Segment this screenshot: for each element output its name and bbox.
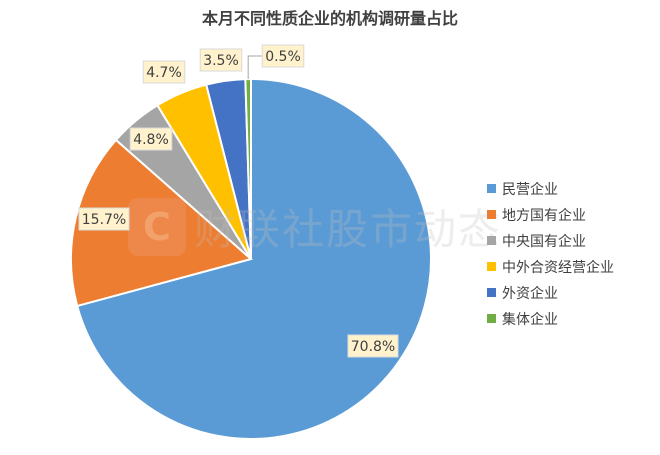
pie-slices	[70, 77, 432, 440]
data-label-text: 3.5%	[203, 53, 239, 69]
data-label-text: 4.7%	[146, 65, 182, 81]
legend-item: 地方国有企业	[487, 207, 586, 224]
pie-slice	[76, 77, 432, 440]
data-label: 4.8%	[129, 127, 173, 151]
legend-label: 中央国有企业	[502, 233, 586, 250]
watermark-logo-icon	[128, 198, 186, 256]
legend-swatch	[487, 184, 496, 193]
legend-item: 中外合资经营企业	[487, 259, 614, 276]
legend-label: 集体企业	[502, 311, 558, 328]
legend-swatch	[487, 288, 496, 297]
legend-item: 中央国有企业	[487, 233, 586, 250]
leader-line	[247, 55, 263, 80]
data-label: 70.8%	[347, 334, 399, 358]
watermark: C 财联社股市动态	[128, 198, 502, 256]
chart-title: 本月不同性质企业的机构调研量占比	[202, 9, 458, 28]
legend-swatch	[487, 236, 496, 245]
svg-text:C: C	[143, 205, 171, 249]
data-label-text: 70.8%	[351, 339, 395, 355]
legend-swatch	[487, 314, 496, 323]
watermark-text: 财联社股市动态	[194, 205, 502, 254]
legend-label: 地方国有企业	[502, 207, 586, 224]
data-label-text: 4.8%	[133, 132, 169, 148]
data-label-text: 0.5%	[265, 49, 301, 65]
legend-item: 民营企业	[487, 181, 558, 198]
data-label: 3.5%	[199, 48, 243, 72]
data-label: 0.5%	[247, 44, 305, 80]
data-label: 15.7%	[78, 207, 130, 231]
legend-item: 外资企业	[487, 285, 558, 302]
pie-slice	[70, 138, 254, 308]
data-label: 4.7%	[142, 60, 186, 84]
legend-swatch	[487, 210, 496, 219]
data-label-text: 15.7%	[82, 212, 126, 228]
legend-item: 集体企业	[487, 311, 558, 328]
legend-label: 中外合资经营企业	[502, 259, 614, 276]
legend-label: 民营企业	[502, 181, 558, 198]
legend-swatch	[487, 262, 496, 271]
data-labels: 70.8% 15.7% 4.8% 4.7% 3.5% 0.5%	[78, 44, 399, 358]
legend-label: 外资企业	[502, 285, 558, 302]
